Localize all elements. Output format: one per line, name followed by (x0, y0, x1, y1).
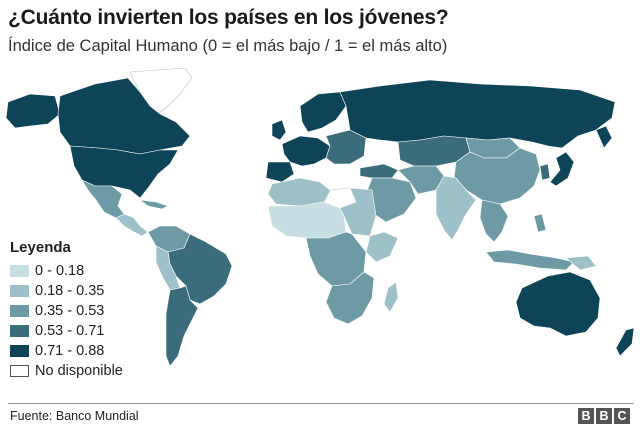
legend-item: 0.18 - 0.35 (10, 282, 160, 300)
region-scandinavia (299, 91, 347, 133)
legend-item: 0.71 - 0.88 (10, 342, 160, 360)
legend-swatch (10, 265, 29, 277)
map-title: ¿Cuánto invierten los países en los jóve… (8, 6, 449, 29)
region-australia (515, 271, 601, 337)
legend-item: 0.53 - 0.71 (10, 322, 160, 340)
region-china (453, 147, 541, 205)
region-southeast-asia (479, 199, 509, 243)
region-philippines (533, 213, 547, 233)
region-horn-of-africa (365, 231, 399, 263)
legend-label: 0 - 0.18 (35, 263, 85, 279)
region-kamchatka (595, 125, 613, 149)
region-turkey (359, 163, 399, 179)
map-legend: Leyenda 0 - 0.18 0.18 - 0.35 0.35 - 0.53… (10, 239, 160, 382)
region-central-america (115, 213, 149, 237)
bbc-logo-letter: B (596, 408, 612, 424)
legend-label: 0.18 - 0.35 (35, 283, 105, 299)
region-madagascar (383, 281, 399, 313)
region-india (435, 175, 477, 241)
legend-item: No disponible (10, 362, 160, 380)
region-caribbean (139, 199, 169, 210)
region-iberia (265, 161, 295, 183)
region-russia (339, 79, 616, 149)
region-uk (271, 119, 287, 141)
region-brazil (167, 233, 233, 305)
source-note: Fuente: Banco Mundial (10, 409, 139, 423)
legend-title: Leyenda (10, 239, 71, 256)
region-usa (69, 145, 179, 199)
region-maghreb (267, 177, 331, 207)
region-west-africa (267, 201, 347, 239)
region-canada (57, 77, 191, 155)
map-subtitle: Índice de Capital Humano (0 = el más baj… (8, 37, 448, 55)
region-indonesia (485, 249, 575, 271)
legend-item: 0 - 0.18 (10, 262, 160, 280)
region-argentina-chile (165, 285, 199, 367)
bbc-logo: B B C (576, 408, 630, 424)
legend-swatch (10, 365, 29, 377)
region-japan (549, 151, 575, 187)
region-southern-africa (325, 271, 375, 325)
legend-swatch (10, 325, 29, 337)
legend-item: 0.35 - 0.53 (10, 302, 160, 320)
legend-swatch (10, 305, 29, 317)
region-new-guinea (565, 255, 597, 271)
legend-swatch (10, 345, 29, 357)
region-western-europe (281, 135, 331, 167)
world-map (5, 67, 635, 367)
footer-divider (8, 403, 634, 404)
legend-label: 0.71 - 0.88 (35, 343, 105, 359)
legend-label: 0.53 - 0.71 (35, 323, 105, 339)
legend-swatch (10, 285, 29, 297)
legend-label: No disponible (35, 363, 123, 379)
legend-label: 0.35 - 0.53 (35, 303, 105, 319)
bbc-logo-letter: B (578, 408, 594, 424)
bbc-logo-letter: C (614, 408, 630, 424)
region-alaska (5, 93, 61, 129)
region-korea (539, 163, 551, 181)
region-new-zealand (615, 327, 635, 357)
